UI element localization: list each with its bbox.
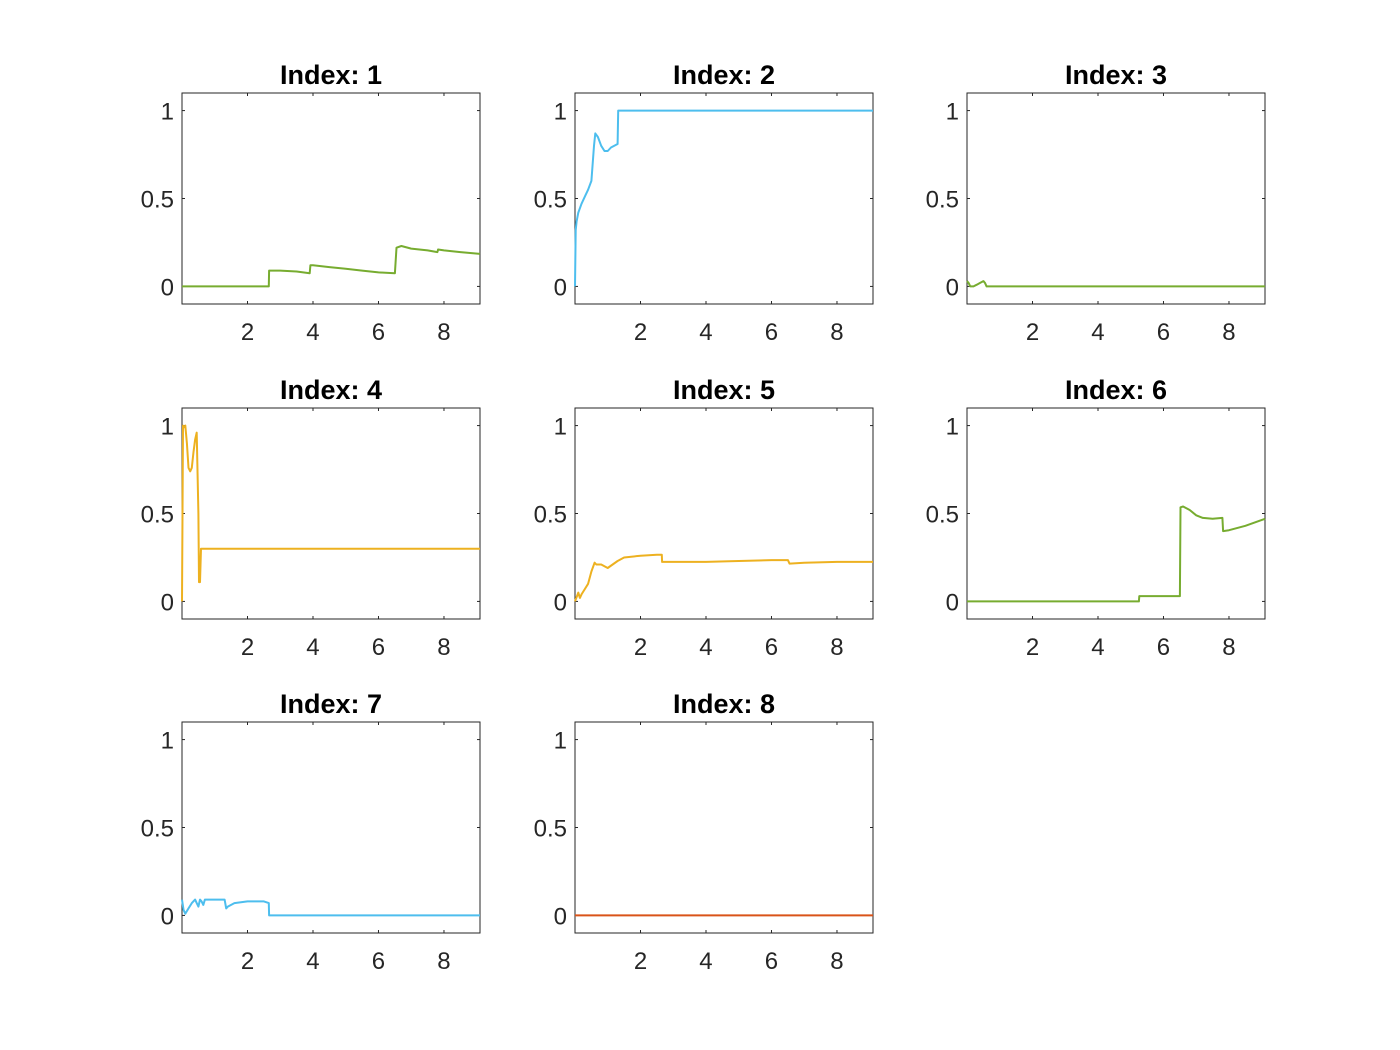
x-tick-label: 2 bbox=[634, 948, 647, 975]
y-tick-label: 0 bbox=[161, 274, 174, 301]
plot-area bbox=[181, 721, 481, 934]
subplot-8: Index: 8 2 4 6 8 0 0.5 1 bbox=[534, 689, 874, 975]
x-tick-label: 2 bbox=[241, 634, 254, 661]
plot-area bbox=[574, 407, 874, 620]
x-tick-label: 8 bbox=[830, 948, 843, 975]
plot-area bbox=[181, 407, 481, 620]
y-tick-label: 0.5 bbox=[534, 816, 567, 843]
x-tick-label: 8 bbox=[1222, 634, 1235, 661]
x-tick-label: 6 bbox=[765, 319, 778, 346]
series-line bbox=[966, 280, 1265, 288]
x-tick-label: 2 bbox=[241, 948, 254, 975]
subplot-4: Index: 4 2 4 6 8 0 0.5 1 bbox=[141, 375, 481, 661]
x-tick-label: 4 bbox=[699, 634, 712, 661]
subplot-title: Index: 5 bbox=[673, 375, 775, 405]
y-tick-label: 0.5 bbox=[534, 502, 567, 529]
series-line bbox=[181, 424, 480, 602]
y-tick-label: 1 bbox=[161, 414, 174, 441]
x-tick-label: 8 bbox=[1222, 319, 1235, 346]
x-tick-label: 2 bbox=[634, 319, 647, 346]
x-tick-label: 8 bbox=[437, 948, 450, 975]
x-tick-label: 6 bbox=[1157, 319, 1170, 346]
y-tick-label: 1 bbox=[554, 414, 567, 441]
subplot-7: Index: 7 2 4 6 8 0 0.5 1 bbox=[141, 689, 481, 975]
x-tick-label: 8 bbox=[830, 319, 843, 346]
subplot-title: Index: 8 bbox=[673, 689, 775, 719]
x-tick-label: 6 bbox=[372, 319, 385, 346]
x-tick-label: 6 bbox=[1157, 634, 1170, 661]
y-tick-label: 1 bbox=[946, 99, 959, 126]
series-line bbox=[574, 553, 873, 602]
x-tick-label: 4 bbox=[1091, 319, 1104, 346]
x-tick-label: 2 bbox=[1026, 634, 1039, 661]
x-tick-label: 4 bbox=[699, 948, 712, 975]
plot-area bbox=[574, 721, 874, 934]
y-tick-label: 1 bbox=[554, 728, 567, 755]
series-line bbox=[967, 505, 1266, 603]
subplot-title: Index: 6 bbox=[1065, 375, 1167, 405]
y-tick-label: 0 bbox=[161, 589, 174, 616]
y-tick-label: 0 bbox=[946, 274, 959, 301]
subplot-title: Index: 3 bbox=[1065, 60, 1167, 90]
x-tick-label: 2 bbox=[1026, 319, 1039, 346]
x-tick-label: 4 bbox=[1091, 634, 1104, 661]
plot-area bbox=[574, 92, 874, 305]
plot-area bbox=[966, 407, 1266, 620]
series-line bbox=[182, 245, 481, 288]
y-tick-label: 0 bbox=[554, 274, 567, 301]
plot-area bbox=[181, 92, 481, 305]
x-tick-label: 4 bbox=[699, 319, 712, 346]
y-tick-label: 0 bbox=[946, 589, 959, 616]
y-tick-label: 0.5 bbox=[141, 187, 174, 214]
x-tick-label: 4 bbox=[306, 319, 319, 346]
series-line bbox=[181, 898, 480, 917]
x-tick-label: 2 bbox=[634, 634, 647, 661]
subplot-title: Index: 7 bbox=[280, 689, 382, 719]
plot-area bbox=[966, 92, 1266, 305]
subplot-6: Index: 6 2 4 6 8 0 0.5 1 bbox=[926, 375, 1266, 661]
y-tick-label: 1 bbox=[554, 99, 567, 126]
subplot-2: Index: 2 2 4 6 8 0 0.5 1 bbox=[534, 60, 874, 346]
x-tick-label: 4 bbox=[306, 634, 319, 661]
x-tick-label: 4 bbox=[306, 948, 319, 975]
series-line bbox=[574, 109, 873, 287]
subplot-1: Index: 1 2 4 6 8 0 0.5 1 bbox=[141, 60, 481, 346]
x-tick-label: 8 bbox=[437, 634, 450, 661]
y-tick-label: 0.5 bbox=[926, 187, 959, 214]
subplot-title: Index: 1 bbox=[280, 60, 382, 90]
x-tick-label: 8 bbox=[437, 319, 450, 346]
y-tick-label: 0.5 bbox=[141, 816, 174, 843]
y-tick-label: 0 bbox=[554, 589, 567, 616]
subplot-title: Index: 4 bbox=[280, 375, 382, 405]
x-tick-label: 2 bbox=[241, 319, 254, 346]
x-tick-label: 8 bbox=[830, 634, 843, 661]
y-tick-label: 0 bbox=[554, 903, 567, 930]
y-tick-label: 0.5 bbox=[534, 187, 567, 214]
subplot-title: Index: 2 bbox=[673, 60, 775, 90]
y-tick-label: 0.5 bbox=[926, 502, 959, 529]
y-tick-label: 0 bbox=[161, 903, 174, 930]
y-tick-label: 1 bbox=[946, 414, 959, 441]
subplot-3: Index: 3 2 4 6 8 0 0.5 1 bbox=[926, 60, 1266, 346]
y-tick-label: 0.5 bbox=[141, 502, 174, 529]
x-tick-label: 6 bbox=[372, 948, 385, 975]
x-tick-label: 6 bbox=[765, 634, 778, 661]
y-tick-label: 1 bbox=[161, 728, 174, 755]
subplot-5: Index: 5 2 4 6 8 0 0.5 1 bbox=[534, 375, 874, 661]
x-tick-label: 6 bbox=[372, 634, 385, 661]
y-tick-label: 1 bbox=[161, 99, 174, 126]
x-tick-label: 6 bbox=[765, 948, 778, 975]
